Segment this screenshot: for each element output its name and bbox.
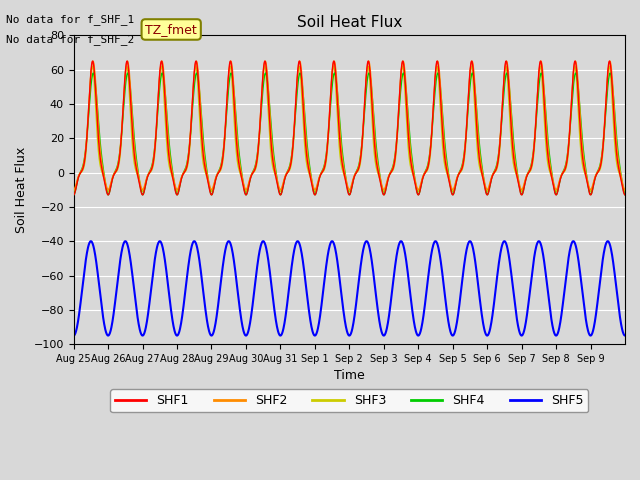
- Legend: SHF1, SHF2, SHF3, SHF4, SHF5: SHF1, SHF2, SHF3, SHF4, SHF5: [110, 389, 588, 412]
- X-axis label: Time: Time: [334, 370, 365, 383]
- Text: TZ_fmet: TZ_fmet: [145, 23, 197, 36]
- Text: No data for f_SHF_1: No data for f_SHF_1: [6, 14, 134, 25]
- Title: Soil Heat Flux: Soil Heat Flux: [296, 15, 402, 30]
- Y-axis label: Soil Heat Flux: Soil Heat Flux: [15, 146, 28, 233]
- Text: No data for f_SHF_2: No data for f_SHF_2: [6, 34, 134, 45]
